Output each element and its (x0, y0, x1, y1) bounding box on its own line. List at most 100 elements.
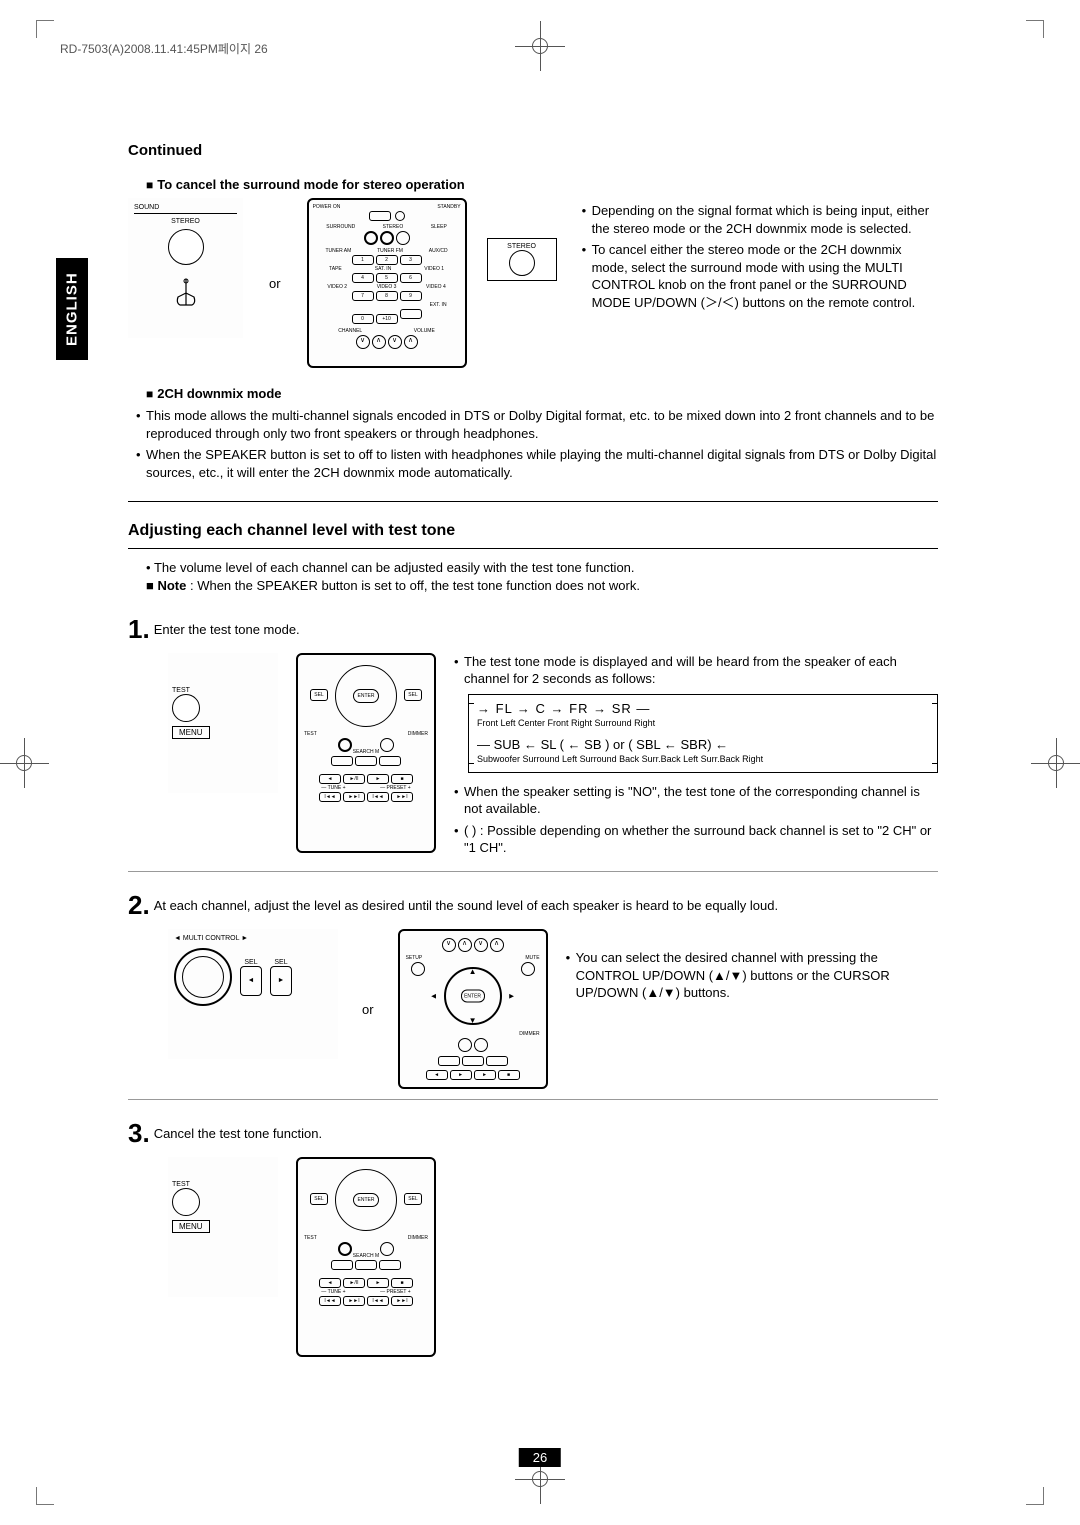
enter-button: ENTER (353, 689, 379, 703)
remote-test-label: TEST (304, 731, 317, 737)
sel-right-label: SEL (270, 959, 292, 966)
test-button-diagram-2: TEST MENU (168, 1157, 278, 1297)
crop-mark-br (1026, 1487, 1044, 1505)
sleep-label: SLEEP (431, 224, 447, 230)
search-m-label: SEARCH M (353, 749, 379, 755)
hand-pointer-icon (166, 275, 206, 317)
sel-left-2: SEL (310, 1193, 328, 1205)
enter-button-3: ENTER (353, 1193, 379, 1207)
step1-note-2: ( ) : Possible depending on whether the … (454, 822, 938, 857)
cancel-note-1: Depending on the signal format which is … (582, 202, 938, 237)
downmix-heading: 2CH downmix mode (146, 386, 938, 401)
remote-diagram-1: POWER ONSTANDBY SURROUNDSTEREOSLEEP TUNE… (307, 198, 467, 368)
enter-button-2: ENTER (461, 990, 485, 1003)
video4-label: VIDEO 4 (426, 284, 446, 290)
sound-label: SOUND (134, 204, 237, 211)
step-3: 3.Cancel the test tone function. (128, 1118, 938, 1149)
remote-diagram-3: ∨∧∨∧ SETUPMUTE ENTER ▲ ▼ ◄ ► DIMMER ◄►►■ (398, 929, 548, 1089)
section-divider-1 (128, 501, 938, 502)
multi-control-label: MULTI CONTROL (183, 935, 239, 942)
downmix-section: 2CH downmix mode This mode allows the mu… (128, 386, 938, 481)
front-panel-diagram: SOUND STEREO (128, 198, 243, 338)
downmix-note-1: This mode allows the multi-channel signa… (136, 407, 938, 442)
or-label-2: or (356, 1002, 380, 1017)
power-on-label: POWER ON (313, 204, 341, 210)
step1-notes: The test tone mode is displayed and will… (454, 653, 938, 861)
registration-mark-left (10, 749, 38, 777)
adjust-intro: • The volume level of each channel can b… (146, 559, 938, 577)
section-divider-2 (128, 548, 938, 549)
page-content: Continued To cancel the surround mode fo… (128, 142, 938, 1357)
step1-note-1: When the speaker setting is "NO", the te… (454, 783, 938, 818)
step2-note-1: You can select the desired channel with … (566, 949, 938, 1002)
test-label: TEST (172, 687, 274, 694)
diagram-row-3: ◄ MULTI CONTROL ► SEL ◄ SEL ► or ∨∧∨∧ SE… (168, 929, 938, 1089)
step1-intro: The test tone mode is displayed and will… (454, 653, 938, 688)
standby-label: STANDBY (437, 204, 460, 210)
step2-text: At each channel, adjust the level as des… (154, 898, 778, 913)
test-button-diagram: TEST MENU (168, 653, 278, 793)
step1-text: Enter the test tone mode. (154, 622, 300, 637)
step-1: 1.Enter the test tone mode. (128, 614, 938, 645)
sel-right-2: SEL (404, 1193, 422, 1205)
stereo-knob-icon-2 (509, 250, 535, 276)
remote-diagram-4: ENTER SEL SEL TESTDIMMER SEARCH M ◄►/II►… (296, 1157, 436, 1357)
crop-mark-bl (36, 1487, 54, 1505)
registration-mark-right (1042, 749, 1070, 777)
diagram-row-2: TEST MENU ENTER SEL SEL TEST DIMMER SEARC… (168, 653, 938, 861)
multi-control-knob-icon (174, 948, 232, 1006)
step-divider-1 (128, 871, 938, 872)
step2-notes: You can select the desired channel with … (566, 949, 938, 1006)
sel-right: SEL (404, 689, 422, 701)
stereo-knob-callout: STEREO (487, 198, 562, 288)
adjust-title: Adjusting each channel level with test t… (128, 522, 938, 540)
flow-line2: SUB ← SL ( ← SB ) or ( SBL ← SBR) (494, 737, 712, 752)
video1-label: VIDEO 1 (424, 266, 444, 272)
step3-text: Cancel the test tone function. (154, 1126, 322, 1141)
registration-mark-top (526, 32, 554, 60)
sel-left-label: SEL (240, 959, 262, 966)
cancel-notes: Depending on the signal format which is … (582, 202, 938, 315)
downmix-note-2: When the SPEAKER button is set to off to… (136, 446, 938, 481)
crop-mark-tr (1026, 20, 1044, 38)
menu-button-label: MENU (172, 726, 210, 739)
diagram-row-1: SOUND STEREO or POWER ON STANDBY SURROUND… (128, 198, 938, 368)
preset-label: PRESET (386, 785, 406, 791)
surround-label: SURROUND (326, 224, 355, 230)
flow-line1-sub: Front Left Center Front Right Surround R… (477, 718, 929, 730)
tape-label: TAPE (329, 266, 342, 272)
adjust-note-text: : When the SPEAKER button is set to off,… (186, 578, 640, 593)
multi-control-diagram: ◄ MULTI CONTROL ► SEL ◄ SEL ► (168, 929, 338, 1059)
sel-left: SEL (310, 689, 328, 701)
step-divider-2 (128, 1099, 938, 1100)
crop-mark-tl (36, 20, 54, 38)
flow-line2-sub: Subwoofer Surround Left Surround Back Su… (477, 754, 929, 766)
continued-heading: Continued (128, 142, 938, 159)
tuner-am-label: TUNER AM (325, 248, 351, 254)
remote-test-label-2: TEST (304, 1235, 317, 1241)
remote-diagram-2: ENTER SEL SEL TESTDIMMER SEARCH M ◄►/II►… (296, 653, 436, 853)
cancel-surround-heading: To cancel the surround mode for stereo o… (146, 177, 938, 192)
step-2: 2.At each channel, adjust the level as d… (128, 890, 938, 921)
language-tab: ENGLISH (56, 258, 88, 360)
adjust-note: ■ Note : When the SPEAKER button is set … (146, 577, 938, 595)
stereo-callout-label: STEREO (492, 243, 552, 250)
page-number: 26 (519, 1448, 561, 1467)
dimmer-label: DIMMER (408, 731, 428, 737)
stereo-label: STEREO (134, 218, 237, 225)
adjust-intro-text: The volume level of each channel can be … (154, 560, 635, 575)
menu-button-label-2: MENU (172, 1220, 210, 1233)
page-header-path: RD-7503(A)2008.11.41:45PM페이지 26 (60, 40, 268, 57)
downmix-notes: This mode allows the multi-channel signa… (136, 407, 938, 481)
flow-line1: FL → C → FR → SR (496, 701, 632, 716)
aux-cd-label: AUX/CD (429, 248, 448, 254)
cancel-note-2: To cancel either the stereo mode or the … (582, 241, 938, 311)
diagram-row-4: TEST MENU ENTER SEL SEL TESTDIMMER SEARC… (168, 1157, 938, 1357)
video2-label: VIDEO 2 (327, 284, 347, 290)
test-label-2: TEST (172, 1181, 274, 1188)
dimmer-label-3: DIMMER (408, 1235, 428, 1241)
stereo-knob-icon (168, 229, 204, 265)
test-knob-icon-2 (172, 1188, 200, 1216)
or-label-1: or (263, 276, 287, 291)
speaker-sequence-box: → FL → C → FR → SR — Front Left Center F… (468, 694, 938, 773)
